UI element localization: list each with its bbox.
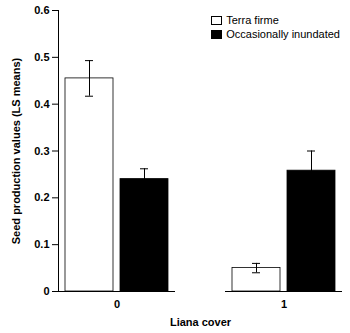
html-text:Occasionally inundated: Occasionally inundated bbox=[226, 28, 340, 40]
svg-text:Seed production values (LS mea: Seed production values (LS means) bbox=[10, 57, 22, 244]
svg-text:0.6: 0.6 bbox=[34, 4, 49, 16]
svg-text:0.4: 0.4 bbox=[34, 98, 50, 110]
svg-text:0: 0 bbox=[114, 298, 120, 310]
svg-text:1: 1 bbox=[281, 298, 287, 310]
svg-text:0: 0 bbox=[43, 285, 49, 297]
svg-text:0.2: 0.2 bbox=[34, 191, 49, 203]
svg-text:0.3: 0.3 bbox=[34, 145, 49, 157]
svg-text:0.1: 0.1 bbox=[34, 238, 49, 250]
html-text:Terra firme: Terra firme bbox=[226, 14, 279, 26]
svg-text:Liana cover: Liana cover bbox=[170, 316, 232, 328]
svg-text:0.5: 0.5 bbox=[34, 51, 49, 63]
